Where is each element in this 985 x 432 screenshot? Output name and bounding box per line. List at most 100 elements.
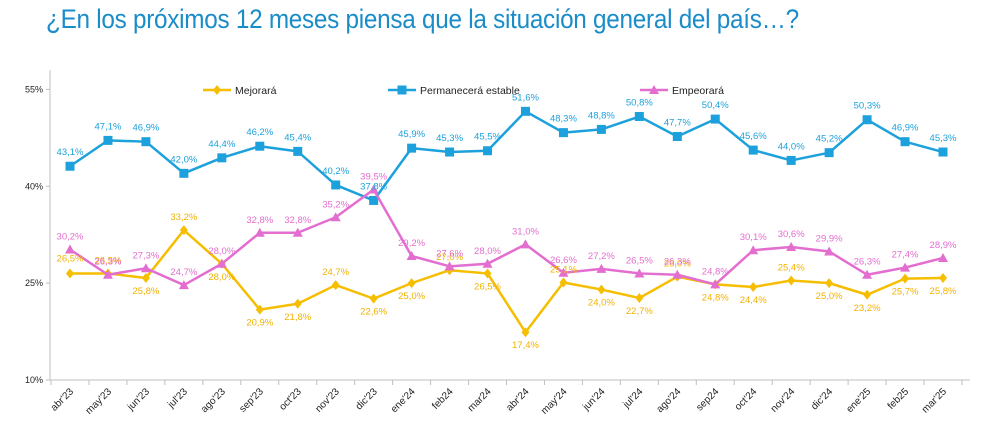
data-label: 25,4% [778,263,805,274]
x-tick-label: may'23 [84,386,115,417]
x-tick-label: dic'24 [809,386,835,412]
x-tick-label: sep24 [694,386,721,413]
series-line [69,188,944,287]
data-point [520,106,530,116]
data-point [407,278,416,289]
data-label: 45,2% [816,134,843,145]
data-point [331,180,341,190]
data-point [369,293,378,304]
y-tick-label: 55% [25,84,43,94]
data-point [217,153,227,163]
data-point [824,148,834,158]
data-point [900,262,911,272]
legend-item-permanecera-estable: Permanecerá estable [388,85,520,97]
data-label: 24,0% [588,298,615,309]
x-tick-label: abr'23 [49,386,77,414]
data-point [558,267,569,277]
x-tick-label: jul'23 [165,386,190,411]
data-point [786,241,797,251]
data-label: 48,3% [550,114,577,125]
x-tick-label: feb25 [886,386,912,412]
data-label: 51,6% [512,92,539,103]
data-point [293,146,303,156]
data-point [254,227,265,237]
data-point [141,272,150,283]
legend-marker [213,85,221,95]
data-label: 30,6% [778,229,805,240]
data-label: 37,8% [360,181,387,192]
data-point [483,146,493,156]
data-label: 26,5% [626,255,653,266]
data-point [900,137,910,147]
data-label: 27,4% [892,250,919,261]
data-label: 27,6% [436,248,463,259]
data-point [330,212,341,222]
series-lines [65,106,948,338]
legend-item-mejorara: Mejorará [203,85,277,97]
data-point [634,268,645,278]
data-point [938,252,948,262]
x-tick-label: jun'24 [580,386,607,413]
data-label: 24,7% [322,267,349,278]
data-point [407,143,417,153]
data-label: 50,3% [854,101,881,112]
data-point [482,258,493,268]
series-line [69,110,944,202]
x-tick-label: ene'25 [844,386,873,415]
data-label: 28,9% [930,240,957,251]
data-point [862,115,872,125]
data-point [520,239,531,249]
data-point [103,135,113,145]
data-label: 42,0% [170,154,197,165]
data-point [65,244,75,254]
data-point [179,225,188,236]
data-label: 40,2% [322,166,349,177]
data-point [862,269,873,279]
y-tick-label: 10% [25,375,43,385]
x-tick-label: oct'23 [277,386,304,413]
data-label: 23,2% [854,303,881,314]
data-label: 28,0% [208,272,235,283]
data-point [178,280,189,290]
legend-label: Mejorará [235,85,277,97]
data-label: 24,7% [170,267,197,278]
data-point [597,284,606,295]
data-label: 26,3% [854,257,881,268]
x-tick-label: nov'23 [313,386,342,415]
data-label: 43,1% [57,147,84,158]
data-point [863,289,872,300]
data-label: 50,4% [702,100,729,111]
data-point [901,273,910,284]
data-point [635,292,644,303]
data-point [558,128,568,138]
data-label: 50,8% [626,98,653,109]
data-label: 45,4% [284,132,311,143]
data-point [66,268,74,279]
data-point [444,261,455,271]
x-tick-label: sep'23 [238,386,267,415]
data-point [748,145,758,155]
data-label: 22,6% [360,307,387,318]
x-tick-label: mar'25 [920,386,949,415]
data-label: 33,2% [170,212,197,223]
legend-label: Permanecerá estable [420,85,520,97]
x-tick-label: feb24 [430,386,456,412]
data-label: 26,5% [94,255,121,266]
data-label: 30,2% [57,232,84,243]
data-label: 47,7% [664,118,691,129]
data-label: 25,1% [550,264,577,275]
data-label: 25,8% [132,286,159,297]
data-labels: 26,5% 26,5% 25,8% 33,2% 28,0% 20,9% 21,8% 24,7%… [57,92,957,351]
data-point [596,124,606,134]
data-label: 26,6% [550,255,577,266]
data-label: 45,5% [474,132,501,143]
x-tick-label: may'24 [539,386,570,417]
series-line [70,228,944,334]
data-label: 26,5% [474,281,501,292]
data-point [710,114,720,124]
data-point [255,141,265,151]
data-label: 45,3% [436,133,463,144]
legend-item-empeorara: Empeorará [640,85,724,97]
data-label: 26,5% [57,253,84,264]
data-point [369,195,379,205]
